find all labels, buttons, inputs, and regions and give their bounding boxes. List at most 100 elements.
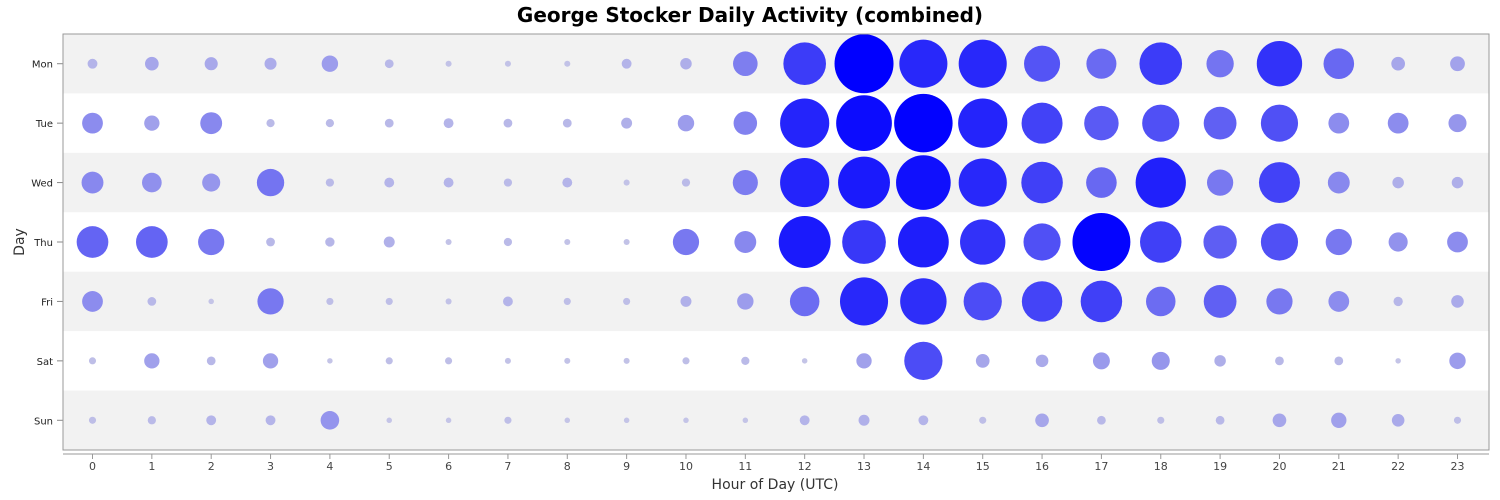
- bubble-mon-3: [264, 57, 277, 70]
- bubble-thu-18: [1140, 221, 1182, 263]
- bubble-thu-10: [672, 228, 700, 256]
- x-tick-label: 13: [857, 460, 871, 473]
- day-label: Sun: [34, 416, 53, 427]
- bubble-tue-0: [82, 112, 103, 134]
- bubble-tue-13: [836, 95, 892, 152]
- bubble-wed-9: [623, 179, 630, 186]
- bubble-wed-1: [142, 172, 162, 193]
- bubble-thu-12: [778, 216, 831, 268]
- bubble-mon-14: [899, 39, 948, 88]
- x-tick-label: 17: [1094, 460, 1108, 473]
- x-tick-label: 14: [916, 460, 930, 473]
- bubble-fri-2: [208, 298, 214, 305]
- bubble-sun-18: [1157, 416, 1165, 424]
- bubble-tue-16: [1021, 102, 1063, 144]
- bubble-wed-14: [896, 155, 951, 210]
- bubble-fri-22: [1393, 296, 1403, 307]
- day-label: Sat: [37, 357, 53, 368]
- bubble-wed-3: [256, 168, 285, 197]
- bubble-sat-14: [904, 341, 943, 380]
- x-tick-label: 9: [623, 460, 630, 473]
- bubble-mon-7: [504, 60, 511, 67]
- bubble-wed-10: [681, 178, 691, 187]
- bubble-wed-18: [1135, 157, 1186, 208]
- bubble-tue-9: [621, 117, 633, 129]
- bubble-sat-5: [385, 357, 393, 365]
- bubble-mon-0: [87, 58, 98, 69]
- bubble-sun-20: [1272, 413, 1287, 428]
- bubble-wed-20: [1258, 162, 1300, 204]
- bubble-sat-19: [1214, 355, 1226, 367]
- bubble-thu-20: [1260, 223, 1299, 261]
- bubble-sun-2: [206, 415, 217, 426]
- bubble-mon-21: [1323, 48, 1355, 80]
- row-band: [63, 331, 1489, 391]
- x-tick-label: 6: [445, 460, 452, 473]
- day-label: Tue: [35, 119, 53, 130]
- bubble-sat-9: [623, 357, 630, 364]
- row-band: [63, 34, 1489, 94]
- bubble-thu-19: [1203, 225, 1237, 259]
- bubble-thu-4: [325, 237, 335, 247]
- bubble-tue-7: [503, 118, 513, 128]
- bubble-tue-22: [1387, 112, 1409, 134]
- bubble-sun-3: [265, 415, 276, 426]
- bubble-mon-20: [1256, 41, 1303, 87]
- bubble-wed-13: [838, 156, 890, 209]
- bubble-fri-1: [147, 297, 157, 306]
- bubble-sun-12: [799, 415, 810, 426]
- bubble-sun-13: [858, 414, 870, 426]
- bubble-tue-10: [677, 114, 695, 132]
- x-tick-label: 15: [976, 460, 990, 473]
- bubble-wed-23: [1451, 176, 1464, 189]
- bubble-wed-12: [780, 157, 830, 208]
- bubble-wed-11: [732, 170, 758, 196]
- bubble-sat-1: [144, 353, 160, 369]
- bubble-thu-22: [1388, 232, 1408, 252]
- bubble-thu-11: [734, 231, 757, 253]
- x-tick-label: 16: [1035, 460, 1049, 473]
- bubble-thu-17: [1072, 213, 1131, 271]
- bubble-wed-6: [443, 177, 454, 188]
- bubble-fri-11: [737, 293, 754, 310]
- bubble-thu-3: [266, 237, 275, 247]
- bubble-tue-6: [443, 118, 454, 129]
- bubble-tue-14: [894, 93, 953, 153]
- bubble-sun-4: [320, 410, 340, 430]
- bubble-thu-6: [445, 238, 452, 246]
- bubble-fri-0: [82, 291, 103, 312]
- bubble-mon-5: [384, 59, 394, 69]
- bubble-mon-4: [321, 55, 339, 72]
- bubble-wed-7: [503, 178, 513, 187]
- x-tick-label: 1: [148, 460, 155, 473]
- bubble-mon-1: [145, 56, 159, 71]
- bubble-sat-3: [262, 353, 279, 369]
- bubble-mon-10: [680, 57, 692, 70]
- bubble-tue-21: [1328, 112, 1350, 134]
- bubble-fri-3: [257, 288, 284, 315]
- bubble-mon-16: [1024, 45, 1061, 82]
- bubble-sat-15: [975, 354, 990, 368]
- bubble-thu-16: [1023, 223, 1061, 261]
- bubble-thu-5: [383, 236, 395, 248]
- bubble-wed-21: [1327, 171, 1350, 194]
- bubble-wed-4: [325, 178, 335, 187]
- x-tick-label: 7: [504, 460, 511, 473]
- bubble-thu-23: [1447, 231, 1468, 253]
- bubble-sun-14: [918, 415, 929, 426]
- bubble-tue-12: [780, 98, 830, 148]
- bubble-tue-5: [384, 118, 394, 128]
- bubble-sat-7: [504, 357, 511, 364]
- bubble-sat-11: [741, 356, 750, 365]
- x-tick-label: 12: [798, 460, 812, 473]
- bubble-wed-2: [202, 173, 221, 192]
- x-tick-label: 10: [679, 460, 693, 473]
- bubble-sun-23: [1453, 416, 1462, 424]
- bubble-tue-8: [562, 118, 572, 128]
- bubble-thu-8: [564, 238, 571, 246]
- bubble-wed-19: [1206, 169, 1234, 196]
- day-label: Wed: [31, 179, 53, 190]
- bubble-sun-15: [979, 416, 987, 424]
